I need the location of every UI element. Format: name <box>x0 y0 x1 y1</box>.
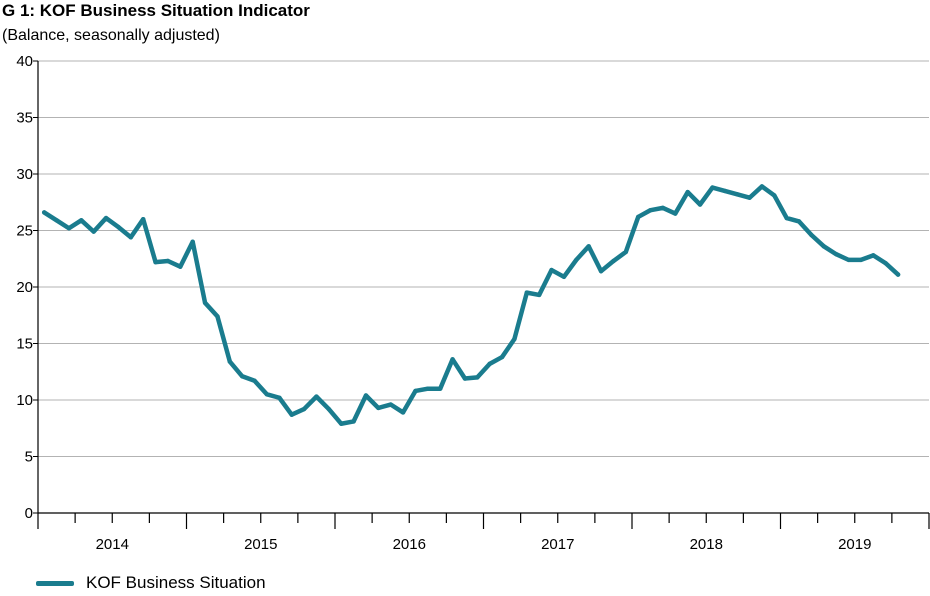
data-point <box>165 258 171 264</box>
x-axis: 2014 2015 2016 2017 2018 2019 <box>37 512 930 553</box>
data-point <box>536 292 542 298</box>
data-point <box>277 395 282 400</box>
data-point <box>598 268 604 274</box>
data-point <box>79 218 84 223</box>
legend: KOF Business Situation <box>36 572 266 594</box>
x-tick-label: 2018 <box>690 536 723 553</box>
data-point <box>549 267 554 273</box>
data-point <box>116 224 121 230</box>
data-point <box>388 402 393 407</box>
data-point <box>722 188 728 194</box>
y-tick-label: 0 <box>25 505 33 522</box>
data-point <box>487 361 492 367</box>
y-tick-label: 5 <box>25 449 33 466</box>
data-point <box>772 193 777 198</box>
data-point <box>301 406 307 412</box>
y-tick-label: 30 <box>16 166 33 183</box>
data-point <box>586 244 591 249</box>
x-tick-label: 2015 <box>244 536 277 553</box>
data-point <box>673 211 678 216</box>
data-point <box>202 300 208 306</box>
data-point <box>376 405 381 411</box>
data-point <box>239 374 245 379</box>
y-tick-label: 35 <box>16 110 33 127</box>
data-point <box>215 314 220 319</box>
data-point <box>128 235 134 240</box>
y-tick-label: 15 <box>16 336 33 353</box>
data-point <box>561 274 567 280</box>
series-line <box>41 184 901 426</box>
data-point <box>512 336 517 342</box>
legend-label: KOF Business Situation <box>86 573 266 592</box>
data-point <box>425 386 431 391</box>
data-point <box>66 226 72 231</box>
series-layer <box>41 184 901 426</box>
data-point <box>413 388 418 394</box>
y-tick-label: 40 <box>16 53 33 70</box>
data-point <box>91 229 96 234</box>
data-point <box>574 257 579 263</box>
data-point <box>648 207 653 213</box>
data-point <box>41 210 47 215</box>
data-point <box>153 259 158 265</box>
data-point <box>499 354 505 360</box>
y-tick-label: 10 <box>16 392 33 409</box>
data-point <box>437 386 443 391</box>
data-point <box>326 406 332 412</box>
data-point <box>821 244 827 249</box>
data-point <box>524 290 530 295</box>
data-point <box>475 375 480 380</box>
data-point <box>338 421 344 426</box>
x-tick-label: 2016 <box>393 536 426 553</box>
data-point <box>252 378 257 383</box>
x-tick-label: 2014 <box>96 536 129 553</box>
data-point <box>883 261 888 266</box>
data-point <box>351 419 356 424</box>
data-point <box>289 412 294 417</box>
data-point <box>314 394 319 399</box>
data-point <box>103 215 109 221</box>
data-point <box>462 376 468 381</box>
data-point <box>759 184 765 189</box>
data-point <box>400 410 406 415</box>
data-point <box>710 185 715 190</box>
data-point <box>747 195 752 200</box>
data-point <box>227 359 233 364</box>
data-point <box>734 192 740 197</box>
data-point <box>54 218 59 223</box>
data-point <box>660 205 666 211</box>
data-point <box>611 258 616 264</box>
y-tick-label: 25 <box>16 223 33 240</box>
data-point <box>697 202 703 207</box>
grid-lines <box>38 60 929 457</box>
data-point <box>685 189 690 195</box>
data-point <box>858 257 864 263</box>
data-point <box>784 215 789 221</box>
data-point <box>895 272 901 277</box>
data-point <box>635 214 641 220</box>
data-point <box>178 264 183 269</box>
data-point <box>833 252 839 257</box>
data-point <box>450 357 455 362</box>
data-point <box>846 257 851 263</box>
data-point <box>190 239 195 244</box>
x-tick-label: 2019 <box>838 536 871 553</box>
y-axis: 0 5 10 15 20 25 30 35 40 <box>16 53 39 522</box>
data-point <box>363 393 369 398</box>
data-point <box>140 217 146 222</box>
chart-title: G 1: KOF Business Situation Indicator <box>2 1 310 20</box>
data-point <box>809 232 814 238</box>
x-tick-label: 2017 <box>541 536 574 553</box>
data-point <box>796 219 802 224</box>
legend-swatch <box>36 580 74 586</box>
data-point <box>264 392 270 397</box>
data-point <box>871 253 876 258</box>
chart-subtitle: (Balance, seasonally adjusted) <box>2 27 220 44</box>
y-tick-label: 20 <box>16 279 33 296</box>
data-point <box>623 249 629 255</box>
